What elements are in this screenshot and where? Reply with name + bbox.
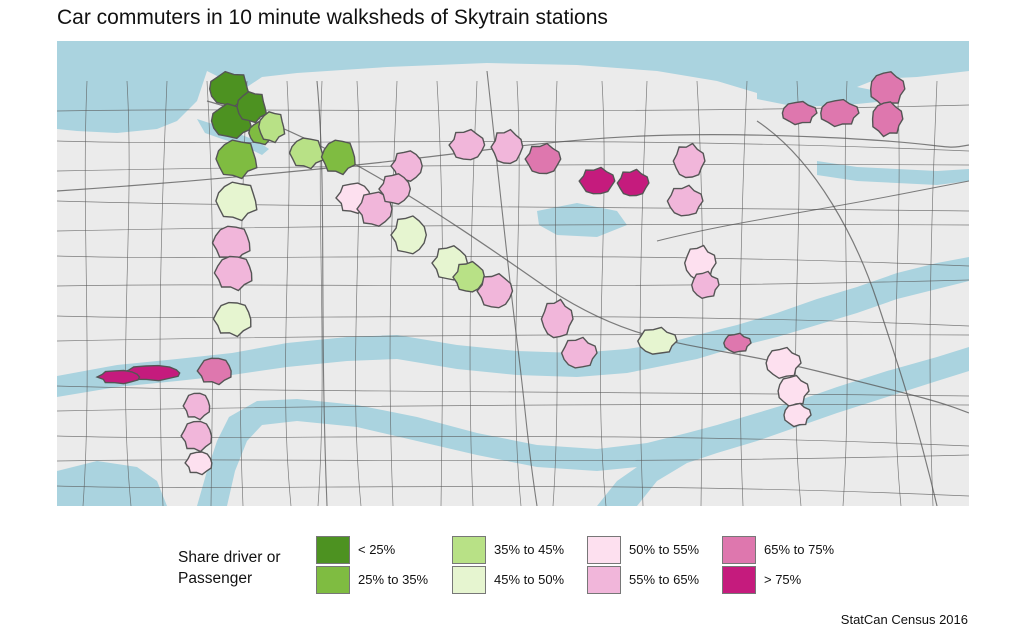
road bbox=[206, 80, 214, 506]
legend-key bbox=[587, 536, 621, 564]
legend-key bbox=[587, 566, 621, 594]
legend-label: 35% to 45% bbox=[494, 542, 565, 557]
road bbox=[57, 485, 969, 497]
station-walkshed[interactable] bbox=[616, 168, 650, 197]
station-walkshed[interactable] bbox=[666, 184, 704, 217]
legend-title: Share driver or Passenger bbox=[178, 547, 281, 589]
map-panel[interactable] bbox=[57, 41, 969, 506]
station-walkshed[interactable] bbox=[448, 128, 486, 161]
station-walkshed[interactable] bbox=[390, 215, 428, 255]
station-walkshed[interactable] bbox=[213, 255, 253, 292]
road bbox=[842, 80, 848, 506]
station-walkshed[interactable] bbox=[781, 100, 818, 126]
legend-label: 25% to 35% bbox=[358, 572, 429, 587]
station-walkshed[interactable] bbox=[783, 402, 812, 428]
station-walkshed[interactable] bbox=[320, 139, 356, 176]
station-walkshed[interactable] bbox=[672, 142, 706, 179]
legend-key bbox=[452, 536, 486, 564]
lake bbox=[537, 203, 627, 237]
road bbox=[57, 164, 969, 172]
legend-key bbox=[316, 566, 350, 594]
station-walkshed[interactable] bbox=[288, 137, 324, 170]
road bbox=[57, 200, 969, 212]
legend-label: 45% to 50% bbox=[494, 572, 565, 587]
road bbox=[285, 80, 292, 506]
station-walkshed[interactable] bbox=[560, 336, 598, 369]
road bbox=[436, 80, 444, 506]
station-walkshed[interactable] bbox=[257, 111, 286, 144]
source-caption: StatCan Census 2016 bbox=[840, 612, 968, 627]
road bbox=[57, 334, 969, 342]
road bbox=[639, 80, 648, 506]
station-walkshed[interactable] bbox=[378, 173, 412, 205]
road bbox=[795, 80, 802, 506]
station-walkshed[interactable] bbox=[211, 225, 251, 262]
station-walkshed[interactable] bbox=[212, 301, 252, 338]
road bbox=[82, 80, 88, 506]
station-walkshed[interactable] bbox=[95, 369, 141, 385]
legend-key bbox=[722, 536, 756, 564]
station-walkshed[interactable] bbox=[490, 128, 524, 165]
legend-title-line-1: Share driver or bbox=[178, 549, 281, 566]
road bbox=[316, 80, 328, 506]
station-walkshed[interactable] bbox=[196, 357, 232, 386]
station-walkshed[interactable] bbox=[524, 142, 562, 175]
burrard-inlet bbox=[57, 41, 969, 133]
legend-label: 55% to 65% bbox=[629, 572, 700, 587]
road bbox=[656, 180, 969, 242]
station-walkshed[interactable] bbox=[476, 272, 514, 309]
station-walkshed[interactable] bbox=[820, 98, 860, 128]
road bbox=[739, 80, 748, 506]
legend-label: < 25% bbox=[358, 542, 396, 557]
road bbox=[552, 80, 558, 506]
station-walkshed[interactable] bbox=[215, 181, 258, 222]
road-network bbox=[57, 70, 969, 506]
station-walkshed[interactable] bbox=[236, 90, 268, 124]
road bbox=[57, 224, 969, 232]
legend-title-line-2: Passenger bbox=[178, 570, 253, 587]
legend-label: 50% to 55% bbox=[629, 542, 700, 557]
inlet-east bbox=[757, 81, 887, 107]
station-walkshed[interactable] bbox=[690, 270, 720, 300]
station-walkshed[interactable] bbox=[637, 326, 678, 355]
road bbox=[57, 454, 969, 462]
station-walkshed[interactable] bbox=[215, 139, 258, 180]
road bbox=[389, 80, 398, 506]
road bbox=[125, 80, 132, 506]
strait bbox=[57, 461, 167, 506]
road bbox=[756, 120, 938, 506]
station-walkshed[interactable] bbox=[869, 71, 906, 108]
walkshed-map[interactable] bbox=[57, 41, 969, 506]
road bbox=[929, 80, 938, 506]
station-walkshed[interactable] bbox=[765, 346, 802, 380]
road bbox=[239, 80, 248, 506]
east-river bbox=[817, 161, 969, 185]
legend-key bbox=[722, 566, 756, 594]
station-walkshed[interactable] bbox=[578, 166, 616, 195]
legend-key bbox=[316, 536, 350, 564]
legend-key bbox=[452, 566, 486, 594]
station-walkshed[interactable] bbox=[540, 298, 574, 339]
station-walkshed[interactable] bbox=[182, 392, 211, 421]
map-title: Car commuters in 10 minute walksheds of … bbox=[57, 6, 608, 29]
station-walkshed[interactable] bbox=[871, 101, 904, 138]
road bbox=[895, 80, 902, 506]
road bbox=[57, 133, 969, 192]
legend-label: 65% to 75% bbox=[764, 542, 835, 557]
legend-label: > 75% bbox=[764, 572, 802, 587]
road bbox=[57, 315, 969, 327]
station-walkshed[interactable] bbox=[452, 260, 486, 293]
road bbox=[57, 140, 969, 152]
road bbox=[159, 80, 168, 506]
road bbox=[57, 255, 969, 267]
road bbox=[355, 80, 362, 506]
fraser-north-arm bbox=[57, 257, 969, 397]
station-walksheds[interactable] bbox=[95, 70, 906, 476]
station-walkshed[interactable] bbox=[180, 420, 213, 453]
station-walkshed[interactable] bbox=[184, 451, 213, 476]
station-walkshed[interactable] bbox=[723, 332, 752, 354]
